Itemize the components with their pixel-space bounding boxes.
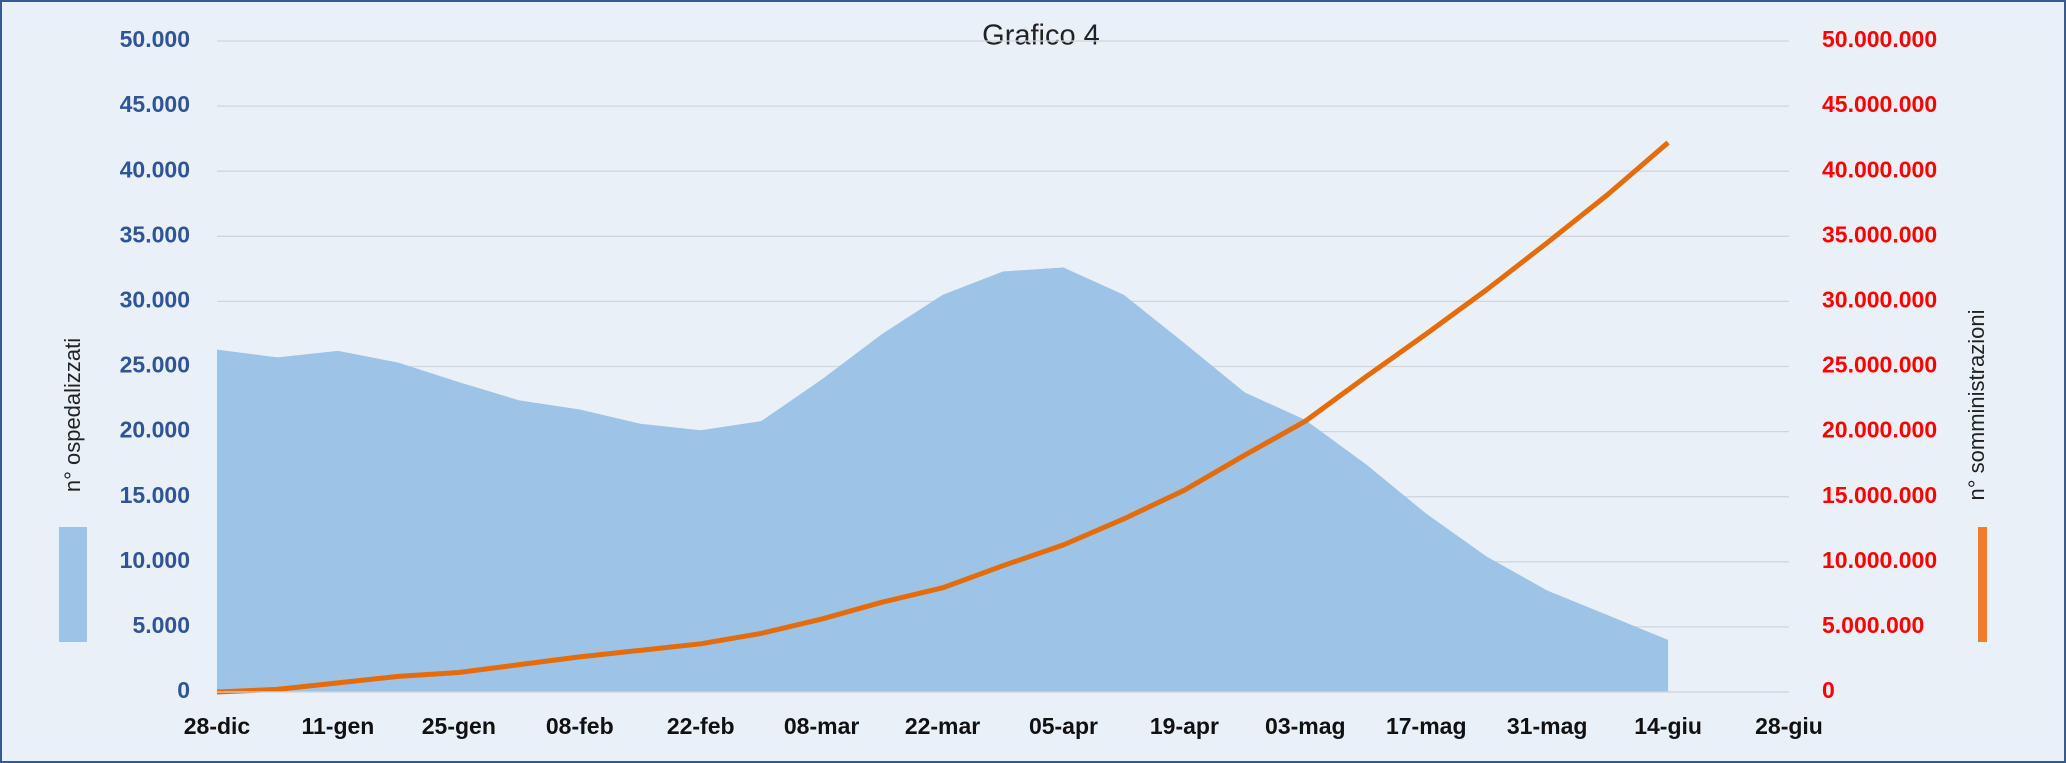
y-tick-label: 10.000 bbox=[120, 547, 190, 573]
y-tick-label: 40.000 bbox=[120, 156, 190, 182]
y-tick-label: 15.000 bbox=[120, 482, 190, 508]
y-tick-label: 5.000 bbox=[132, 612, 190, 638]
y-tick-label: 35.000 bbox=[120, 221, 190, 247]
x-tick-label: 08-mar bbox=[784, 713, 859, 739]
x-tick-label: 14-giu bbox=[1634, 713, 1702, 739]
x-tick-label: 19-apr bbox=[1150, 713, 1219, 739]
x-tick-label: 05-apr bbox=[1029, 713, 1098, 739]
x-tick-label: 22-feb bbox=[667, 713, 735, 739]
y2-tick-label: 15.000.000 bbox=[1822, 482, 1937, 508]
area bbox=[217, 267, 1669, 692]
y-tick-label: 45.000 bbox=[120, 91, 190, 117]
y2-axis-title: n° somministrazioni bbox=[1964, 310, 1989, 501]
x-tick-label: 17-mag bbox=[1386, 713, 1467, 739]
x-tick-label: 08-feb bbox=[546, 713, 614, 739]
x-tick-label: 11-gen bbox=[301, 713, 374, 739]
x-tick-label: 28-giu bbox=[1755, 713, 1823, 739]
legend-swatch bbox=[59, 527, 87, 642]
y-tick-label: 25.000 bbox=[120, 352, 190, 378]
y-tick-label: 50.000 bbox=[120, 26, 190, 52]
y2-tick-label: 40.000.000 bbox=[1822, 156, 1937, 182]
y2-tick-label: 35.000.000 bbox=[1822, 221, 1937, 247]
chart-title: Grafico 4 bbox=[982, 20, 1100, 52]
y-axis-title: n° ospedalizzati bbox=[60, 338, 85, 492]
y2-tick-label: 10.000.000 bbox=[1822, 547, 1937, 573]
y-tick-label: 30.000 bbox=[120, 286, 190, 312]
y2-tick-label: 5.000.000 bbox=[1822, 612, 1924, 638]
legend-swatch bbox=[1978, 527, 1987, 642]
y-tick-label: 20.000 bbox=[120, 417, 190, 443]
x-tick-label: 28-dic bbox=[184, 713, 251, 739]
line bbox=[216, 140, 1670, 695]
x-tick-label: 25-gen bbox=[422, 713, 496, 739]
y2-tick-label: 20.000.000 bbox=[1822, 417, 1937, 443]
x-tick-label: 22-mar bbox=[905, 713, 980, 739]
y2-tick-label: 50.000.000 bbox=[1822, 26, 1937, 52]
x-tick-label: 31-mag bbox=[1507, 713, 1588, 739]
y2-tick-label: 0 bbox=[1822, 677, 1835, 703]
y-tick-label: 0 bbox=[177, 677, 190, 703]
x-tick-label: 03-mag bbox=[1265, 713, 1346, 739]
y2-tick-label: 30.000.000 bbox=[1822, 286, 1937, 312]
y2-tick-label: 25.000.000 bbox=[1822, 352, 1937, 378]
y2-tick-label: 45.000.000 bbox=[1822, 91, 1937, 117]
